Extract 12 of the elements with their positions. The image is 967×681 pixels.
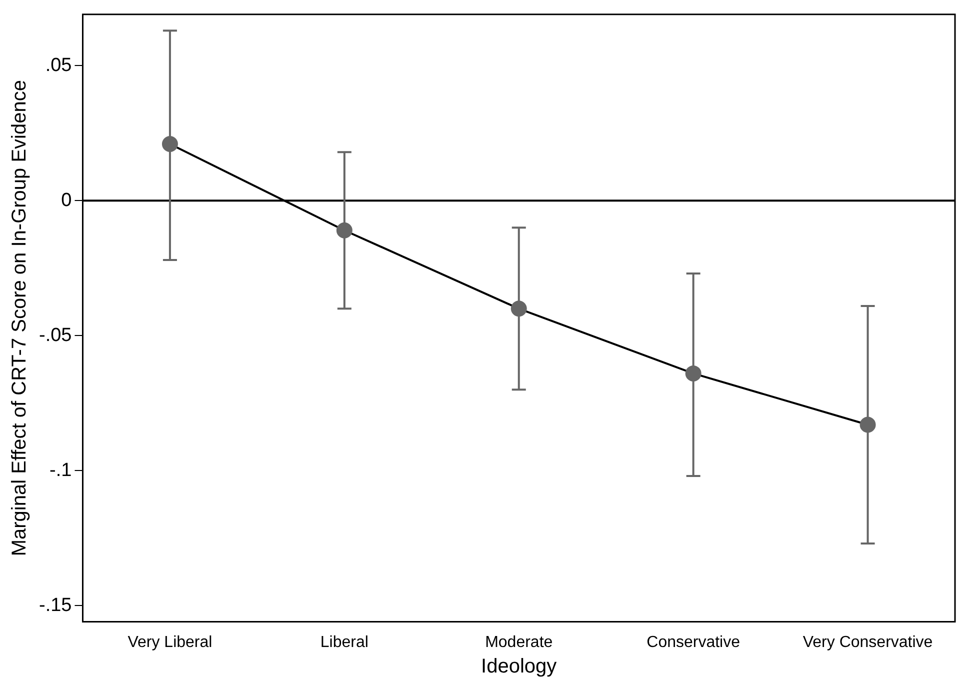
y-tick-label: -.15 <box>38 594 72 616</box>
x-tick-label: Liberal <box>320 634 368 651</box>
x-tick-label: Moderate <box>485 634 553 651</box>
y-tick-label: 0 <box>61 190 72 211</box>
x-tick-label: Very Conservative <box>802 634 933 651</box>
x-tick-label: Conservative <box>646 634 740 651</box>
y-tick-label: .05 <box>45 54 72 76</box>
y-tick-label: -.05 <box>38 324 72 346</box>
x-tick-label: Very Liberal <box>128 634 212 651</box>
x-axis-title: Ideology <box>481 656 557 678</box>
y-tick-label: -.1 <box>50 460 72 481</box>
y-axis-title: Marginal Effect of CRT-7 Score on In-Group Evidence <box>8 80 31 556</box>
